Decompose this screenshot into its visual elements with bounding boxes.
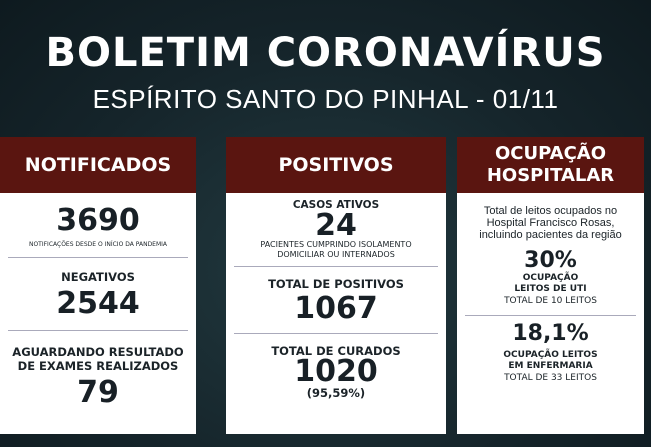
panel-ocupacao: OCUPAÇÃO HOSPITALAR Total de leitos ocupa… bbox=[457, 137, 644, 434]
ativos-note: PACIENTES CUMPRINDO ISOLAMENTO DOMICILIAR… bbox=[260, 240, 412, 259]
aguardando-value: 79 bbox=[77, 375, 119, 410]
divider bbox=[234, 266, 438, 267]
divider bbox=[8, 257, 188, 258]
curados-value: 1020 bbox=[294, 354, 378, 389]
total-positivos-value: 1067 bbox=[294, 291, 378, 326]
curados-pct: (95,59%) bbox=[306, 386, 366, 400]
ocupacao-desc: Total de leitos ocupados no Hospital Fran… bbox=[479, 205, 622, 241]
panel-header: POSITIVOS bbox=[226, 137, 446, 193]
total-positivos-label: TOTAL DE POSITIVOS bbox=[268, 277, 404, 291]
ativos-value: 24 bbox=[315, 208, 357, 243]
negativos-value: 2544 bbox=[56, 286, 140, 321]
uti-label: OCUPAÇÃO LEITOS DE UTI bbox=[514, 273, 587, 294]
negativos-label: NEGATIVOS bbox=[61, 270, 135, 284]
ativos-label: CASOS ATIVOS bbox=[292, 199, 380, 211]
panel-header: NOTIFICADOS bbox=[0, 137, 196, 193]
panel-notificados: NOTIFICADOS 3690 NOTIFICAÇÕES DESDE O IN… bbox=[0, 137, 196, 434]
notificados-total: 3690 bbox=[56, 203, 140, 238]
page-subtitle: ESPÍRITO SANTO DO PINHAL - 01/11 bbox=[92, 84, 559, 114]
divider bbox=[234, 333, 438, 334]
enf-label: OCUPAÇÃO LEITOS EM ENFERMARIA bbox=[503, 350, 598, 371]
divider bbox=[465, 315, 636, 316]
page-title: BOLETIM CORONAVÍRUS bbox=[45, 30, 606, 76]
enf-pct: 18,1% bbox=[512, 321, 589, 346]
panel-header: OCUPAÇÃO HOSPITALAR bbox=[457, 137, 644, 193]
uti-pct: 30% bbox=[524, 248, 577, 273]
divider bbox=[8, 330, 188, 331]
enf-total: TOTAL DE 33 LEITOS bbox=[504, 373, 597, 383]
aguardando-label: AGUARDANDO RESULTADO DE EXAMES REALIZADOS bbox=[12, 345, 184, 373]
uti-total: TOTAL DE 10 LEITOS bbox=[504, 296, 597, 306]
panel-positivos: POSITIVOS CASOS ATIVOS 24 PACIENTES CUMP… bbox=[226, 137, 446, 434]
curados-label: TOTAL DE CURADOS bbox=[271, 344, 401, 358]
notificados-note: NOTIFICAÇÕES DESDE O INÍCIO DA PANDEMIA bbox=[28, 241, 168, 248]
